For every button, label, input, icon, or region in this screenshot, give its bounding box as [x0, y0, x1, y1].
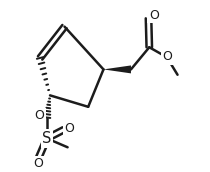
Text: O: O [162, 50, 172, 63]
Polygon shape [104, 65, 131, 73]
Text: O: O [149, 9, 159, 22]
Text: O: O [34, 157, 43, 170]
Text: O: O [35, 110, 45, 122]
Text: O: O [65, 122, 75, 135]
Text: S: S [42, 131, 52, 146]
